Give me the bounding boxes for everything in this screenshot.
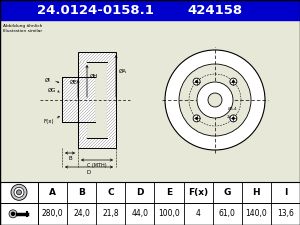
Text: H: H [253,188,260,197]
Text: G: G [224,188,231,197]
Text: A: A [49,188,56,197]
Bar [78,77,95,122]
Text: C (MTH): C (MTH) [87,163,107,168]
Circle shape [193,78,200,85]
Bar [62,77,78,122]
Circle shape [165,50,265,150]
Circle shape [196,118,197,119]
Text: 280,0: 280,0 [42,209,63,218]
Bar [78,138,116,148]
Text: 24.0124-0158.1: 24.0124-0158.1 [37,4,153,16]
Circle shape [193,115,200,122]
Text: D: D [87,170,91,175]
Circle shape [197,82,233,118]
Circle shape [232,118,234,119]
Circle shape [11,212,14,215]
Text: 4: 4 [196,209,200,218]
Circle shape [14,187,24,197]
Bar [0,20,300,182]
Text: 13,6: 13,6 [277,209,294,218]
Circle shape [232,81,234,82]
Bar [78,52,116,148]
Text: E: E [166,188,172,197]
Bar [78,52,116,62]
Text: ØA: ØA [119,68,127,74]
Circle shape [196,81,197,82]
Text: 424158: 424158 [188,4,243,16]
Text: 2z: 2z [226,115,231,119]
Text: C: C [107,188,114,197]
Text: ØH: ØH [90,74,98,79]
Text: F(x): F(x) [188,188,208,197]
Circle shape [9,210,17,218]
Text: 100,0: 100,0 [158,209,180,218]
Text: 24,0: 24,0 [73,209,90,218]
Circle shape [179,64,251,136]
Bar [0,182,300,225]
Text: ATE: ATE [210,78,260,100]
Circle shape [208,93,222,107]
Circle shape [16,190,22,195]
Text: 140,0: 140,0 [245,209,267,218]
Text: Abbildung ähnlich
Illustration similar: Abbildung ähnlich Illustration similar [3,24,42,34]
Text: ØI: ØI [45,77,51,83]
Text: 44,0: 44,0 [131,209,148,218]
Bar [107,62,116,138]
Text: 61,0: 61,0 [219,209,236,218]
Text: B: B [68,156,72,161]
Bar [0,0,300,20]
Text: ØE: ØE [70,79,78,85]
Circle shape [230,78,237,85]
Text: Ø6,4: Ø6,4 [228,107,238,111]
Text: D: D [136,188,144,197]
Text: ØG: ØG [48,88,56,92]
Bar [78,62,87,138]
Text: 21,8: 21,8 [103,209,119,218]
Text: F(x): F(x) [43,119,54,124]
Text: B: B [78,188,85,197]
Text: I: I [284,188,287,197]
Bar [62,77,78,122]
Circle shape [11,184,27,200]
Circle shape [230,115,237,122]
